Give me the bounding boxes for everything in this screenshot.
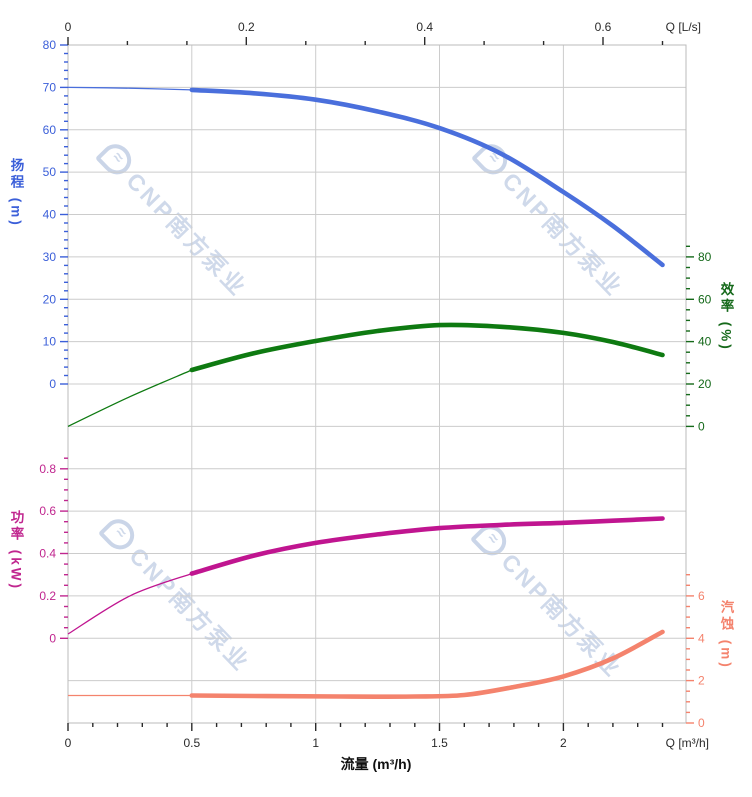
svg-text:0.6: 0.6: [595, 20, 612, 34]
svg-text:0.4: 0.4: [416, 20, 433, 34]
svg-text:60: 60: [698, 292, 712, 306]
npsh-curve: [68, 629, 665, 699]
svg-text:80: 80: [43, 38, 57, 52]
gridlines: [68, 45, 686, 723]
svg-text:30: 30: [43, 250, 57, 264]
svg-text:0.2: 0.2: [39, 589, 56, 603]
top-axis-ticks: [67, 37, 664, 45]
svg-text:50: 50: [43, 165, 57, 179]
npsh-curve-thick: [189, 629, 665, 699]
svg-text:0: 0: [65, 736, 72, 750]
svg-text:2: 2: [698, 674, 705, 688]
axis-title-flow: 流量 (m³/h): [340, 756, 412, 772]
efficiency-axis-ticks: [686, 245, 694, 428]
power-axis-labels: 0.8 0.6 0.4 0.2 0: [39, 462, 56, 646]
bottom-axis-labels: 0 0.5 1 1.5 2 Q [m³/h]: [65, 736, 709, 750]
power-curve-thick: [189, 516, 665, 576]
svg-text:20: 20: [43, 292, 57, 306]
bottom-axis-unit-label: Q [m³/h]: [666, 736, 709, 750]
svg-text:60: 60: [43, 123, 57, 137]
efficiency-curve: [67, 322, 665, 427]
power-axis-ticks: [60, 457, 68, 639]
efficiency-axis-labels: 80 60 40 20 0: [698, 250, 712, 434]
top-axis-labels: 0 0.2 0.4 0.6 Q [L/s]: [65, 20, 701, 34]
svg-text:20: 20: [698, 377, 712, 391]
svg-text:1.5: 1.5: [431, 736, 448, 750]
efficiency-curve-thick: [189, 322, 665, 373]
npsh-axis-ticks: [686, 574, 694, 724]
svg-text:70: 70: [43, 80, 57, 94]
top-axis-unit-label: Q [L/s]: [666, 20, 701, 34]
svg-text:4: 4: [698, 631, 705, 645]
svg-text:40: 40: [698, 335, 712, 349]
svg-text:0: 0: [49, 631, 56, 645]
svg-text:0: 0: [65, 20, 72, 34]
svg-text:0: 0: [698, 716, 705, 730]
bottom-axis-ticks: [67, 723, 664, 731]
svg-text:2: 2: [560, 736, 567, 750]
svg-text:6: 6: [698, 589, 705, 603]
head-curve-thin: [67, 86, 192, 91]
svg-text:10: 10: [43, 335, 57, 349]
power-curve-thin: [67, 572, 193, 635]
svg-text:0: 0: [698, 419, 705, 433]
axis-title-head: 扬程 (m): [8, 158, 24, 228]
svg-text:0.4: 0.4: [39, 547, 56, 561]
head-curve-thick: [189, 87, 665, 268]
svg-text:0: 0: [49, 377, 56, 391]
svg-text:1: 1: [312, 736, 319, 750]
head-axis-labels: 80 70 60 50 40 30 20 10 0: [43, 38, 57, 391]
svg-text:0.6: 0.6: [39, 504, 56, 518]
axis-title-power: 功率 (kW): [8, 510, 24, 591]
axis-title-efficiency: 效率 (%): [718, 282, 734, 352]
efficiency-curve-thin: [67, 369, 193, 427]
svg-text:40: 40: [43, 208, 57, 222]
power-curve: [67, 516, 665, 635]
svg-text:0.2: 0.2: [238, 20, 255, 34]
npsh-axis-labels: 6 4 2 0: [698, 589, 705, 730]
head-curve: [67, 86, 665, 268]
svg-text:80: 80: [698, 250, 712, 264]
axis-title-npsh: 汽蚀 (m): [718, 600, 734, 670]
svg-text:0.5: 0.5: [183, 736, 200, 750]
svg-text:0.8: 0.8: [39, 462, 56, 476]
head-axis-ticks: [60, 44, 68, 385]
